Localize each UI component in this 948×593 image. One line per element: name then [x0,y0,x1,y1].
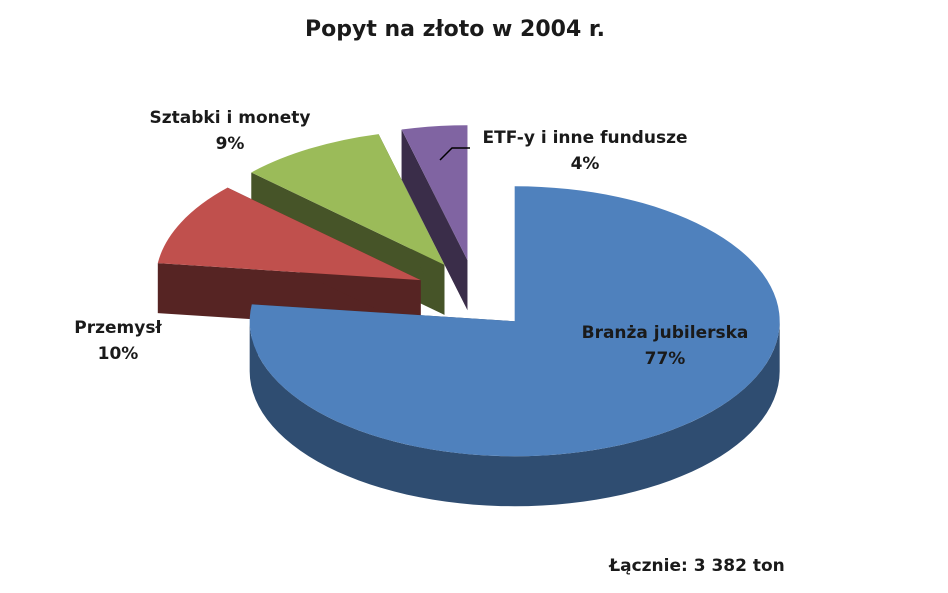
category-label: Branża jubilerska [582,323,749,343]
value-label: 77% [645,349,686,369]
category-label: ETF-y i inne fundusze [483,128,688,148]
slice-wall [401,129,468,311]
leader-line [439,147,470,161]
slice-top [401,125,468,261]
pie-slice [249,186,780,507]
slice-side [249,321,780,507]
value-label: 9% [216,134,245,154]
chart-title: Popyt na złoto w 2004 r. [305,17,605,42]
value-label: 4% [571,154,600,174]
slice-top [157,187,421,281]
category-label: Sztabki i monety [150,108,311,128]
annotation: Łącznie: 3 382 ton [608,556,785,576]
pie-slice [401,125,468,311]
slice-top [249,186,780,457]
slice-top [251,134,445,265]
value-label: 10% [98,344,139,364]
category-label: Przemysł [74,318,162,338]
